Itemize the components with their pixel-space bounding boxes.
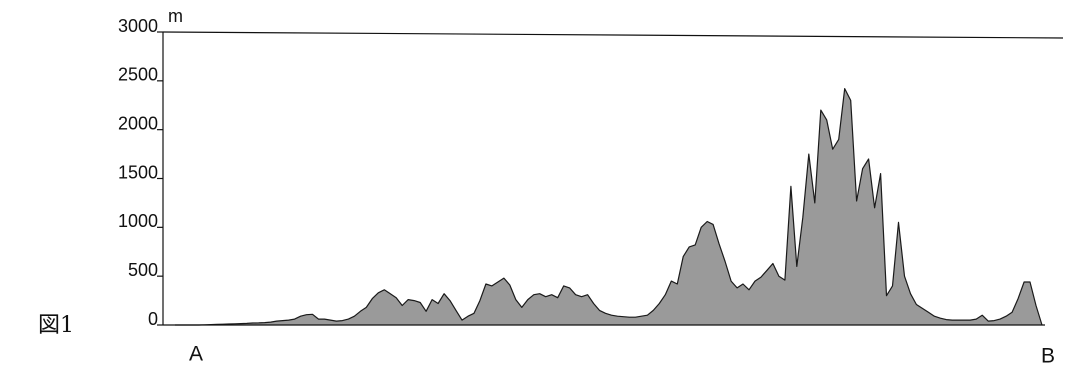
end-label: B	[1041, 345, 1055, 368]
area-fill	[175, 88, 1042, 325]
y-tick-label: 2000	[118, 113, 158, 133]
y-tick-label: 500	[128, 260, 158, 280]
figure-label: 図1	[38, 313, 74, 338]
y-tick-label: 2500	[118, 65, 158, 85]
profile-line	[175, 88, 1043, 326]
start-label: A	[189, 343, 203, 366]
y-tick-label: 3000	[118, 16, 158, 36]
y-tick-label: 0	[148, 309, 158, 329]
top-line	[162, 31, 1064, 39]
y-unit: m	[168, 6, 183, 26]
y-tick-label: 1500	[118, 162, 158, 182]
y-tick-label: 1000	[118, 211, 158, 231]
